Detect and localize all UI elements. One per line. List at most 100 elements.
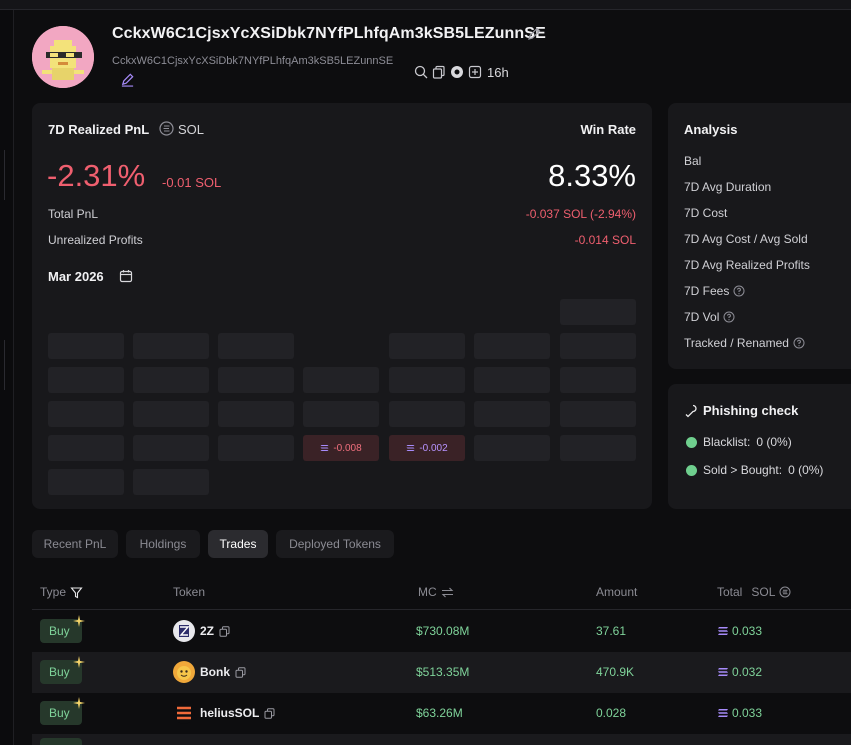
analysis-label: Bal bbox=[684, 154, 702, 168]
header-actions: 16h bbox=[414, 64, 509, 80]
edit-note-icon[interactable] bbox=[120, 72, 135, 87]
token-logo-bonk bbox=[173, 661, 195, 683]
amount: 0.028 bbox=[596, 706, 627, 720]
calendar-day[interactable] bbox=[389, 333, 465, 359]
calendar-day[interactable] bbox=[48, 469, 124, 495]
buy-badge: Buy bbox=[40, 656, 85, 684]
pnl-title: 7D Realized PnL bbox=[48, 122, 150, 137]
blacklist-row: Blacklist: 0 (0%) bbox=[686, 435, 792, 449]
th-amount: Amount bbox=[596, 585, 638, 599]
analysis-cost: 7D Cost bbox=[684, 206, 727, 220]
copy-icon[interactable] bbox=[432, 65, 446, 79]
edit-name-icon[interactable] bbox=[526, 26, 542, 42]
calendar-day[interactable] bbox=[474, 367, 550, 393]
calendar-day[interactable] bbox=[218, 333, 294, 359]
analysis-label: 7D Avg Realized Profits bbox=[684, 258, 810, 272]
calendar-day[interactable] bbox=[560, 401, 636, 427]
table-row[interactable]: Buy heliusSOL $63.26M 0.028 0.033 bbox=[32, 693, 851, 734]
sold-bought-row: Sold > Bought: 0 (0%) bbox=[686, 463, 823, 477]
sol-icon bbox=[320, 445, 329, 451]
analysis-avg-cost: 7D Avg Cost / Avg Sold bbox=[684, 232, 808, 246]
solscan-icon[interactable] bbox=[450, 65, 464, 79]
calendar-day[interactable] bbox=[560, 299, 636, 325]
calendar-day[interactable] bbox=[133, 333, 209, 359]
calendar-day[interactable] bbox=[133, 401, 209, 427]
analysis-label: 7D Avg Duration bbox=[684, 180, 772, 194]
calendar-day[interactable] bbox=[389, 401, 465, 427]
calendar-day[interactable] bbox=[303, 367, 379, 393]
calendar-day[interactable] bbox=[474, 435, 550, 461]
calendar-day[interactable] bbox=[48, 367, 124, 393]
total: 0.032 bbox=[717, 665, 762, 679]
calendar-day[interactable] bbox=[48, 333, 124, 359]
swap-icon[interactable] bbox=[441, 587, 454, 598]
th-type: Type bbox=[40, 585, 83, 599]
pnl-percent: -2.31% bbox=[47, 158, 146, 193]
calendar-day[interactable] bbox=[474, 333, 550, 359]
calendar-day[interactable] bbox=[218, 401, 294, 427]
analysis-title: Analysis bbox=[684, 122, 738, 137]
phishing-title: Phishing check bbox=[703, 403, 799, 418]
tab-holdings[interactable]: Holdings bbox=[126, 530, 200, 558]
rail-divider bbox=[4, 340, 10, 390]
avatar bbox=[32, 26, 94, 88]
sol-coin-icon[interactable] bbox=[159, 121, 174, 136]
wallet-address: CckxW6C1CjsxYcXSiDbk7NYfPLhfqAm3kSB5LEZu… bbox=[112, 55, 394, 67]
calendar-day[interactable] bbox=[133, 367, 209, 393]
help-icon[interactable] bbox=[793, 337, 805, 349]
help-icon[interactable] bbox=[723, 311, 735, 323]
phishing-card: Phishing check Blacklist: 0 (0%) Sold > … bbox=[668, 384, 851, 509]
calendar-day[interactable] bbox=[133, 435, 209, 461]
calendar-day[interactable] bbox=[560, 435, 636, 461]
token-logo-heliussol bbox=[173, 702, 195, 724]
table-row[interactable]: Buy 2Z $730.08M 37.61 0.033 bbox=[32, 611, 851, 652]
buy-badge: Buy bbox=[40, 697, 85, 725]
calendar-day[interactable] bbox=[303, 401, 379, 427]
sol-icon bbox=[718, 668, 728, 676]
calendar-day[interactable] bbox=[474, 401, 550, 427]
calendar-day[interactable] bbox=[133, 469, 209, 495]
buy-badge: Buy bbox=[40, 615, 85, 643]
tab-recent-pnl[interactable]: Recent PnL bbox=[32, 530, 118, 558]
amount: 37.61 bbox=[596, 624, 627, 638]
th-mc: MC bbox=[418, 585, 454, 599]
copy-icon[interactable] bbox=[219, 625, 230, 637]
analysis-tracked: Tracked / Renamed bbox=[684, 336, 805, 350]
token-cell[interactable]: 2Z bbox=[173, 620, 230, 642]
win-rate-label: Win Rate bbox=[580, 122, 637, 137]
market-cap: $730.08M bbox=[416, 624, 470, 638]
calendar-day-pnl[interactable]: -0.002 bbox=[389, 435, 465, 461]
token-cell[interactable]: Bonk bbox=[173, 661, 246, 683]
sol-icon bbox=[406, 445, 415, 451]
calendar-day[interactable] bbox=[218, 367, 294, 393]
analysis-label: 7D Cost bbox=[684, 206, 728, 220]
calendar-day[interactable] bbox=[48, 435, 124, 461]
help-icon[interactable] bbox=[733, 285, 745, 297]
th-total: Total SOL bbox=[717, 585, 791, 599]
total-value: 0.033 bbox=[732, 624, 763, 638]
table-row[interactable] bbox=[32, 734, 851, 745]
pnl-unit: SOL bbox=[178, 122, 205, 137]
table-row[interactable]: Buy Bonk $513.35M 470.9K 0.032 bbox=[32, 652, 851, 693]
calendar-day[interactable] bbox=[48, 401, 124, 427]
calendar-day-pnl[interactable]: -0.008 bbox=[303, 435, 379, 461]
tab-trades[interactable]: Trades bbox=[208, 530, 268, 558]
calendar-month: Mar 2026 bbox=[48, 269, 104, 284]
filter-icon[interactable] bbox=[70, 586, 83, 599]
copy-icon[interactable] bbox=[264, 707, 275, 719]
calendar-day[interactable] bbox=[560, 333, 636, 359]
token-name: heliusSOL bbox=[200, 706, 260, 720]
calendar-day[interactable] bbox=[389, 367, 465, 393]
calendar-day[interactable] bbox=[560, 367, 636, 393]
analysis-fees: 7D Fees bbox=[684, 284, 745, 298]
copy-icon[interactable] bbox=[235, 666, 246, 678]
add-icon[interactable] bbox=[468, 65, 482, 79]
calendar-day[interactable] bbox=[218, 435, 294, 461]
sold-bought-value: 0 (0%) bbox=[788, 463, 824, 477]
calendar-icon[interactable] bbox=[119, 269, 133, 283]
token-cell[interactable]: heliusSOL bbox=[173, 702, 275, 724]
sol-coin-icon[interactable] bbox=[779, 586, 791, 598]
analysis-label: 7D Avg Cost / Avg Sold bbox=[684, 232, 808, 246]
tab-deployed-tokens[interactable]: Deployed Tokens bbox=[276, 530, 394, 558]
search-icon[interactable] bbox=[414, 65, 428, 79]
